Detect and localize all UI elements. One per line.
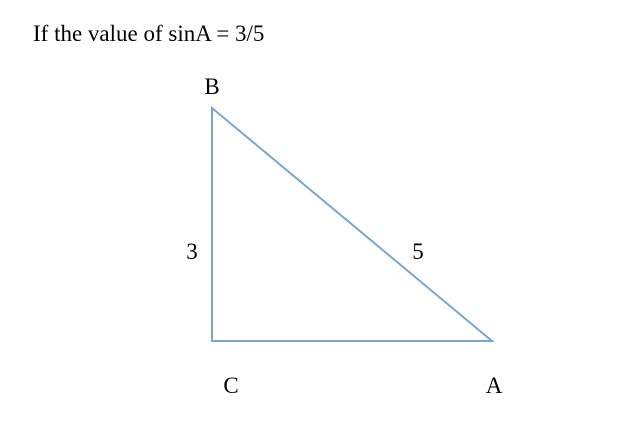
triangle-outline [211, 105, 495, 342]
side-label-ab: 5 [412, 239, 424, 264]
vertex-label-a: A [486, 373, 503, 398]
vertex-label-b: B [204, 74, 219, 99]
question-text: If the value of sinA = 3/5 [33, 21, 265, 46]
vertex-label-c: C [223, 373, 238, 398]
side-label-bc: 3 [186, 239, 198, 264]
